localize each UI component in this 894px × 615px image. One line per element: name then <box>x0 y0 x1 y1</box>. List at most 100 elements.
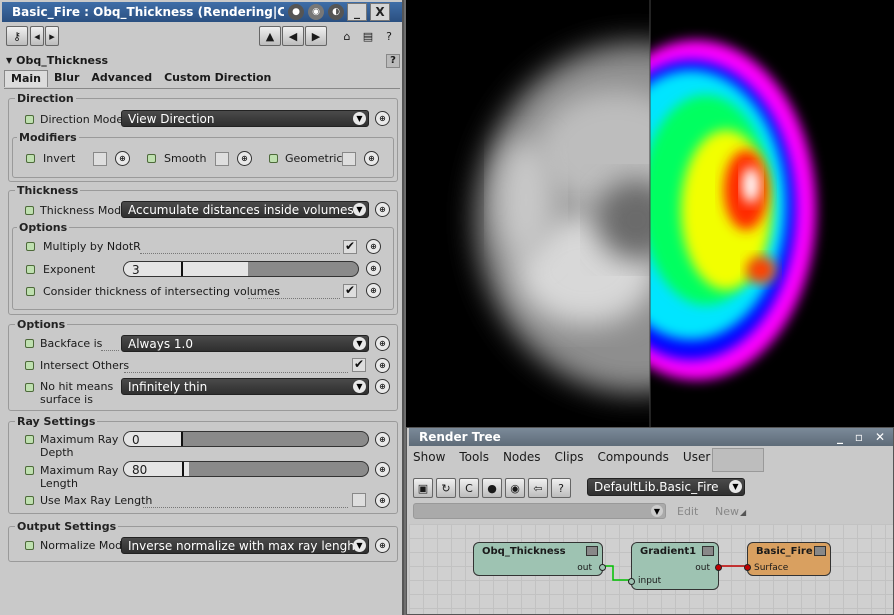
material-icon[interactable]: ● <box>482 478 502 498</box>
close-icon[interactable]: ✕ <box>874 430 885 444</box>
connection-plug-icon[interactable]: ⊕ <box>375 336 390 351</box>
animation-led-icon[interactable] <box>26 287 35 296</box>
clip-icon[interactable]: C <box>459 478 479 498</box>
normalize-mode-dropdown[interactable]: Inverse normalize with max ray lenght ▼ <box>121 537 369 554</box>
node-graph-canvas[interactable]: Obq_Thickness out Gradient1 out input Ba… <box>409 524 893 614</box>
animation-led-icon[interactable] <box>269 154 278 163</box>
exponent-value[interactable]: 3 <box>132 263 140 277</box>
input-port[interactable] <box>628 578 635 585</box>
node-obq-thickness[interactable]: Obq_Thickness out <box>473 542 606 576</box>
help-icon[interactable]: ? <box>551 478 571 498</box>
animation-led-icon[interactable] <box>25 361 34 370</box>
slider-thumb[interactable] <box>182 462 184 476</box>
animation-led-icon[interactable] <box>26 154 35 163</box>
animation-led-icon[interactable] <box>26 265 35 274</box>
connection-plug-icon[interactable]: ⊕ <box>237 151 252 166</box>
preset-icon[interactable]: ▤ <box>362 29 374 43</box>
node-collapse-icon[interactable] <box>814 546 826 556</box>
max-ray-length-value[interactable]: 80 <box>132 463 148 477</box>
right-arrow-icon[interactable]: ▶ <box>305 26 327 46</box>
up-arrow-icon[interactable]: ▲ <box>259 26 281 46</box>
connection-plug-icon[interactable]: ⊕ <box>375 379 390 394</box>
node-basic-fire[interactable]: Basic_Fire Surface <box>744 542 831 576</box>
output-port[interactable] <box>599 564 606 571</box>
slider-thumb[interactable] <box>181 262 183 276</box>
sphere-icon[interactable]: ◉ <box>505 478 525 498</box>
thickness-mode-dropdown[interactable]: Accumulate distances inside volumes ▼ <box>121 201 369 218</box>
animation-led-icon[interactable] <box>25 339 34 348</box>
close-button[interactable]: X <box>370 3 390 21</box>
back-arrow-icon[interactable]: ⇦ <box>528 478 548 498</box>
connection-plug-icon[interactable]: ⊕ <box>364 151 379 166</box>
backface-dropdown[interactable]: Always 1.0 ▼ <box>121 335 369 352</box>
menu-compounds[interactable]: Compounds <box>597 450 669 464</box>
tab-custom-direction[interactable]: Custom Direction <box>164 71 272 84</box>
help-icon[interactable]: ? <box>386 53 400 68</box>
consider-intersecting-checkbox[interactable] <box>343 283 357 298</box>
multiply-ndotr-checkbox[interactable] <box>343 239 357 254</box>
tab-main[interactable]: Main <box>4 70 48 87</box>
forward-arrow-icon[interactable]: ▸ <box>45 26 59 46</box>
node-gradient1[interactable]: Gradient1 out input <box>628 542 722 590</box>
connection-plug-icon[interactable]: ⊕ <box>366 239 381 254</box>
minimize-icon[interactable]: _ <box>837 430 843 444</box>
new-dropdown-icon[interactable]: ◢ <box>740 508 747 517</box>
animation-led-icon[interactable] <box>25 541 34 550</box>
animation-led-icon[interactable] <box>25 466 34 475</box>
left-arrow-icon[interactable]: ◀ <box>282 26 304 46</box>
animation-led-icon[interactable] <box>147 154 156 163</box>
menu-clips[interactable]: Clips <box>554 450 584 464</box>
input-port[interactable] <box>744 564 751 571</box>
max-ray-length-slider[interactable]: 80 <box>123 461 369 477</box>
refresh-icon[interactable]: ↻ <box>436 478 456 498</box>
library-dropdown[interactable]: DefaultLib.Basic_Fire ▼ <box>587 478 745 496</box>
menu-tools[interactable]: Tools <box>459 450 489 464</box>
connection-plug-icon[interactable]: ⊕ <box>366 261 381 276</box>
animation-led-icon[interactable] <box>25 383 34 392</box>
edit-button[interactable]: Edit <box>677 505 699 518</box>
lock-icon[interactable]: ◐ <box>328 4 344 20</box>
render-region-viewport[interactable] <box>406 0 894 427</box>
connection-plug-icon[interactable]: ⊕ <box>375 538 390 553</box>
max-ray-depth-value[interactable]: 0 <box>132 433 140 447</box>
connection-plug-icon[interactable]: ⊕ <box>375 493 390 508</box>
animation-led-icon[interactable] <box>25 435 34 444</box>
connection-plug-icon[interactable]: ⊕ <box>375 432 390 447</box>
menu-nodes[interactable]: Nodes <box>502 450 541 464</box>
intersect-others-checkbox[interactable] <box>352 357 366 372</box>
connection-plug-icon[interactable]: ⊕ <box>366 283 381 298</box>
property-title-bar[interactable]: ▼ Obq_Thickness ? <box>2 52 402 69</box>
back-arrow-icon[interactable]: ◂ <box>30 26 44 46</box>
connection-plug-icon[interactable]: ⊕ <box>115 151 130 166</box>
slider-thumb[interactable] <box>181 432 183 446</box>
menu-show[interactable]: Show <box>413 450 446 464</box>
exponent-slider[interactable]: 3 <box>123 261 359 277</box>
connection-plug-icon[interactable]: ⊕ <box>375 111 390 126</box>
node-collapse-icon[interactable] <box>702 546 714 556</box>
key-icon[interactable]: ⚷ <box>6 26 28 46</box>
smooth-checkbox[interactable] <box>215 152 229 166</box>
connection-plug-icon[interactable]: ⊕ <box>375 358 390 373</box>
animation-led-icon[interactable] <box>25 206 34 215</box>
output-port[interactable] <box>715 564 722 571</box>
animation-led-icon[interactable] <box>25 496 34 505</box>
animation-led-icon[interactable] <box>25 115 34 124</box>
lock-icon[interactable]: ⌂ <box>343 29 351 43</box>
tab-blur[interactable]: Blur <box>53 71 80 84</box>
collapse-triangle-icon[interactable]: ▼ <box>6 56 13 65</box>
animation-led-icon[interactable] <box>26 242 35 251</box>
globe-icon[interactable]: ● <box>288 4 304 20</box>
max-ray-depth-slider[interactable]: 0 <box>123 431 369 447</box>
use-max-ray-length-checkbox[interactable] <box>352 493 366 507</box>
layout-buttons[interactable] <box>712 448 764 472</box>
connection-plug-icon[interactable]: ⊕ <box>375 462 390 477</box>
invert-checkbox[interactable] <box>93 152 107 166</box>
connection-plug-icon[interactable]: ⊕ <box>375 202 390 217</box>
direction-mode-dropdown[interactable]: View Direction ▼ <box>121 110 369 127</box>
node-name-field[interactable]: ▼ <box>413 503 666 519</box>
recycle-icon[interactable]: ◉ <box>308 4 324 20</box>
no-hit-dropdown[interactable]: Infinitely thin ▼ <box>121 378 369 395</box>
new-button[interactable]: New <box>715 505 739 518</box>
minimize-button[interactable]: _ <box>347 3 367 21</box>
tab-advanced[interactable]: Advanced <box>91 71 153 84</box>
